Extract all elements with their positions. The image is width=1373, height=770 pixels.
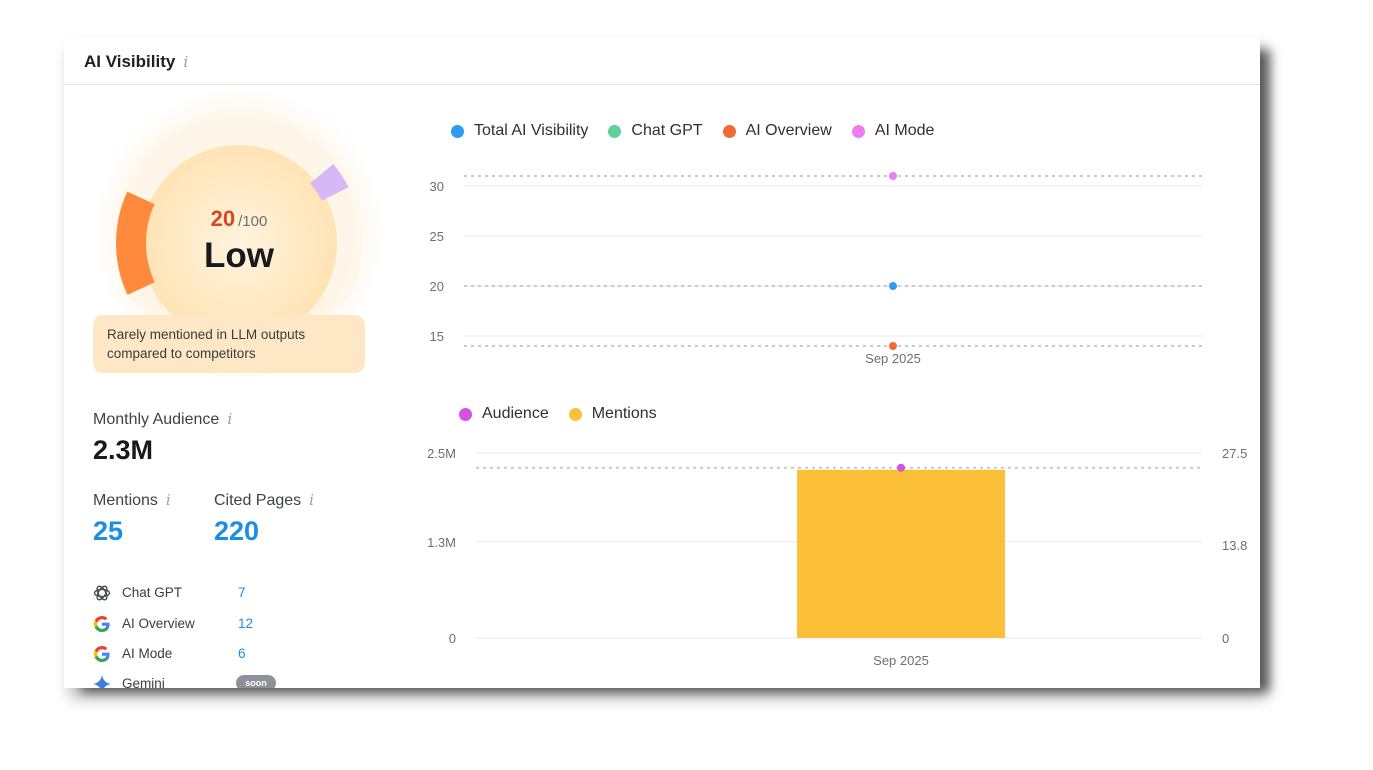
legend-item[interactable]: Audience [459,405,549,423]
mentions-label-text: Mentions [93,492,158,509]
score-level: Low [204,236,274,275]
visibility-chart-legend: Total AI Visibility Chat GPT AI Overview AI… [451,122,954,140]
y-left-tick-label: 2.5M [427,446,456,461]
mentions-bar[interactable] [797,469,1005,638]
score-max: /100 [238,213,268,230]
legend-item[interactable]: Chat GPT [608,122,703,140]
legend-label: AI Mode [874,122,935,139]
google-icon [93,616,110,632]
legend-item[interactable]: Total AI Visibility [451,122,588,140]
gauge-marker [309,163,349,202]
mentions-label: Mentions i [93,491,171,510]
legend-label: Chat GPT [631,122,703,139]
legend-dot [722,124,736,138]
legend-label: Mentions [591,405,657,422]
legend-label: Total AI Visibility [474,122,589,139]
score-value: 20 [210,206,236,231]
source-count[interactable]: 12 [238,616,254,631]
audience-chart: 0 1.3M 2.5M 0 13.8 27.5 Sep 2025 [427,446,1247,668]
info-icon[interactable]: i [183,53,189,71]
monthly-audience-label: Monthly Audience i [93,410,232,429]
data-point[interactable] [889,282,897,290]
gemini-icon [93,675,111,688]
y-tick-label: 25 [430,229,444,244]
legend-label: Audience [482,405,549,422]
data-point[interactable] [889,172,897,180]
legend-dot [451,124,464,138]
legend-dot [851,124,865,138]
y-left-tick-label: 1.3M [427,535,456,550]
score-note: Rarely mentioned in LLM outputs compared… [93,315,365,373]
gauge-arcs [116,120,362,341]
source-count[interactable]: 6 [238,646,246,661]
data-point[interactable] [889,342,897,350]
legend-dot [608,124,622,138]
card-title: AI Visibility i [84,52,188,72]
y-right-tick-label: 27.5 [1222,446,1247,461]
info-icon[interactable]: i [165,491,171,509]
y-tick-label: 30 [430,179,444,194]
legend-item[interactable]: AI Overview [722,122,832,140]
legend-dot [568,407,582,421]
google-icon [93,646,110,662]
gauge-score-arc [116,191,155,295]
legend-label: AI Overview [745,122,832,139]
y-right-tick-label: 0 [1222,631,1229,646]
y-right-tick-label: 13.8 [1222,538,1247,553]
info-icon[interactable]: i [227,410,233,428]
x-tick-label: Sep 2025 [873,653,929,668]
legend-dot [459,407,472,421]
x-tick-label: Sep 2025 [865,351,921,366]
source-name: Gemini [122,676,165,688]
source-name: AI Overview [122,616,195,631]
info-icon[interactable]: i [309,491,314,509]
monthly-audience-label-text: Monthly Audience [93,411,220,428]
audience-point[interactable] [897,463,905,472]
audience-chart-legend: Audience Mentions [459,405,677,423]
cited-pages-label-text: Cited Pages [214,492,302,509]
monthly-audience-value: 2.3M [93,435,154,465]
y-tick-label: 15 [430,329,444,344]
legend-item[interactable]: AI Mode [851,122,935,140]
ai-visibility-card: AI Visibility i 20/100 Low Rarely m [64,38,1260,688]
y-tick-label: 20 [430,279,444,294]
soon-badge: soon [236,675,276,688]
source-name: Chat GPT [122,585,183,600]
card-title-text: AI Visibility [84,52,176,71]
y-left-tick-label: 0 [449,631,456,646]
source-count[interactable]: 7 [238,585,246,600]
legend-item[interactable]: Mentions [568,405,657,423]
source-name: AI Mode [122,646,173,661]
gauge-inner-disc [141,145,337,341]
score-line: 20/100 [94,206,384,232]
card-header: AI Visibility i [64,38,1260,85]
cited-pages-value[interactable]: 220 [214,516,260,546]
visibility-chart: 15 20 25 30 Sep 2025 [430,172,1202,366]
mentions-value[interactable]: 25 [93,516,124,546]
chatgpt-icon [93,585,111,601]
cited-pages-label: Cited Pages i [214,491,314,510]
